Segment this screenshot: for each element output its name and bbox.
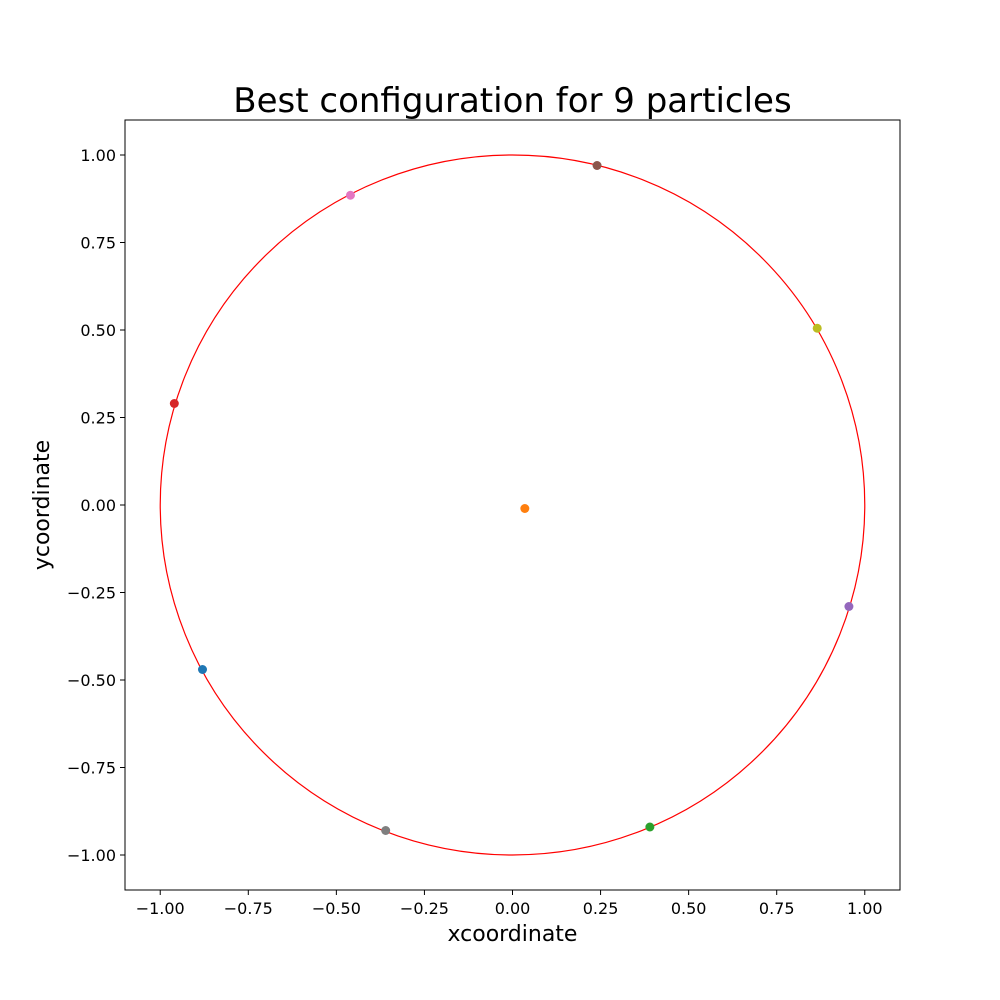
x-tick-label: −0.75 — [224, 899, 273, 918]
plot-area — [159, 154, 866, 856]
y-axis-label: ycoordinate — [30, 440, 55, 570]
x-tick-label: 1.00 — [847, 899, 883, 918]
particle-point-8 — [381, 826, 391, 835]
axes-frame — [124, 119, 901, 891]
y-tick-label: −0.25 — [67, 584, 116, 603]
y-tick-label: 0.75 — [80, 234, 116, 253]
x-tick-label: 0.75 — [759, 899, 795, 918]
particle-point-9 — [812, 323, 822, 333]
x-tick-label: 0.50 — [671, 899, 707, 918]
x-tick-label: −0.25 — [400, 899, 449, 918]
x-tick-label: −1.00 — [136, 899, 185, 918]
boundary-circle — [159, 154, 866, 856]
particle-point-1 — [198, 665, 207, 674]
y-tick-label: 1.00 — [80, 146, 116, 165]
y-tick-label: 0.50 — [80, 321, 116, 340]
y-tick-label: 0.25 — [80, 409, 116, 428]
particle-point-2 — [520, 504, 530, 513]
y-axis: −1.00 −0.75 −0.50 −0.25 0.00 0.25 0.50 0.75 1.00 — [67, 146, 125, 865]
particle-point-7 — [345, 190, 355, 200]
particle-point-6 — [592, 161, 602, 170]
y-tick-label: −1.00 — [67, 846, 116, 865]
x-axis: −1.00 −0.75 −0.50 −0.25 0.00 0.25 0.50 0.75 1.00 — [136, 890, 883, 918]
chart-title: Best configuration for 9 particles — [233, 81, 791, 121]
particle-point-4 — [169, 399, 179, 408]
y-tick-label: −0.50 — [67, 671, 116, 690]
particle-point-3 — [645, 822, 655, 832]
x-tick-label: 0.25 — [583, 899, 619, 918]
x-axis-label: xcoordinate — [448, 922, 578, 947]
x-tick-label: 0.00 — [495, 899, 531, 918]
particle-point-5 — [844, 602, 854, 611]
y-tick-label: −0.75 — [67, 759, 116, 778]
x-tick-label: −0.50 — [312, 899, 361, 918]
y-tick-label: 0.00 — [80, 496, 116, 515]
